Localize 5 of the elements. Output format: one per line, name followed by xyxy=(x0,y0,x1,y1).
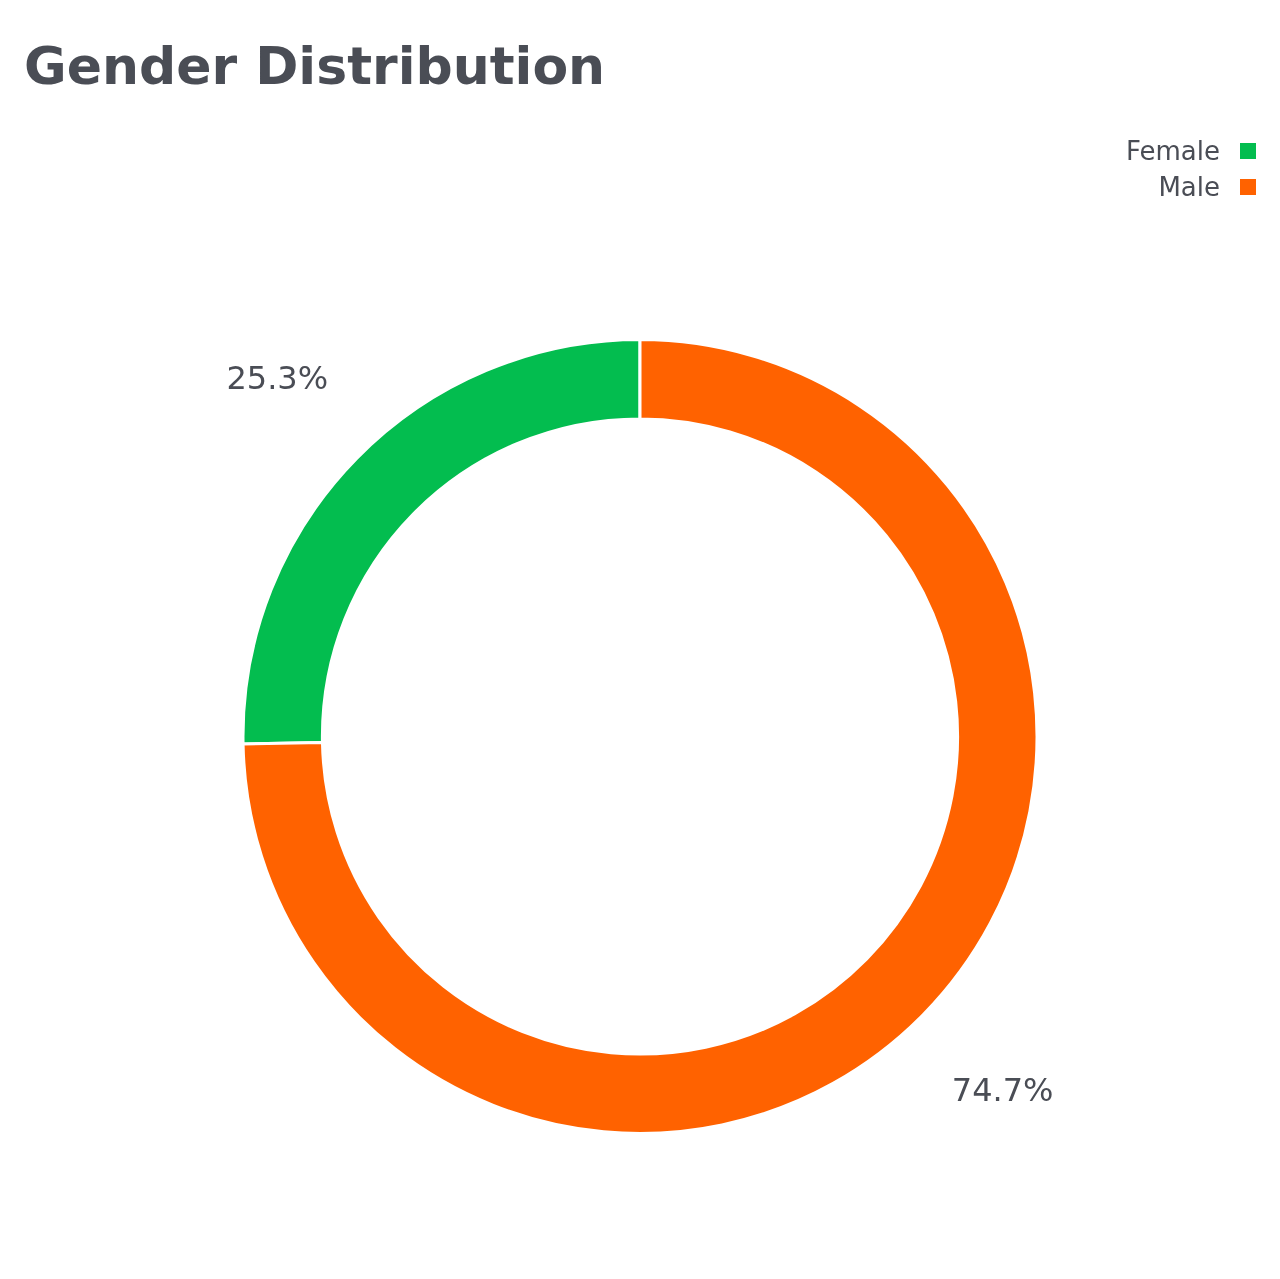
legend-label: Male xyxy=(1158,172,1220,202)
legend-label: Female xyxy=(1125,136,1220,166)
chart-title: Gender Distribution xyxy=(24,36,606,96)
data-label: 74.7% xyxy=(951,1070,1054,1109)
data-label: 25.3% xyxy=(226,358,329,397)
